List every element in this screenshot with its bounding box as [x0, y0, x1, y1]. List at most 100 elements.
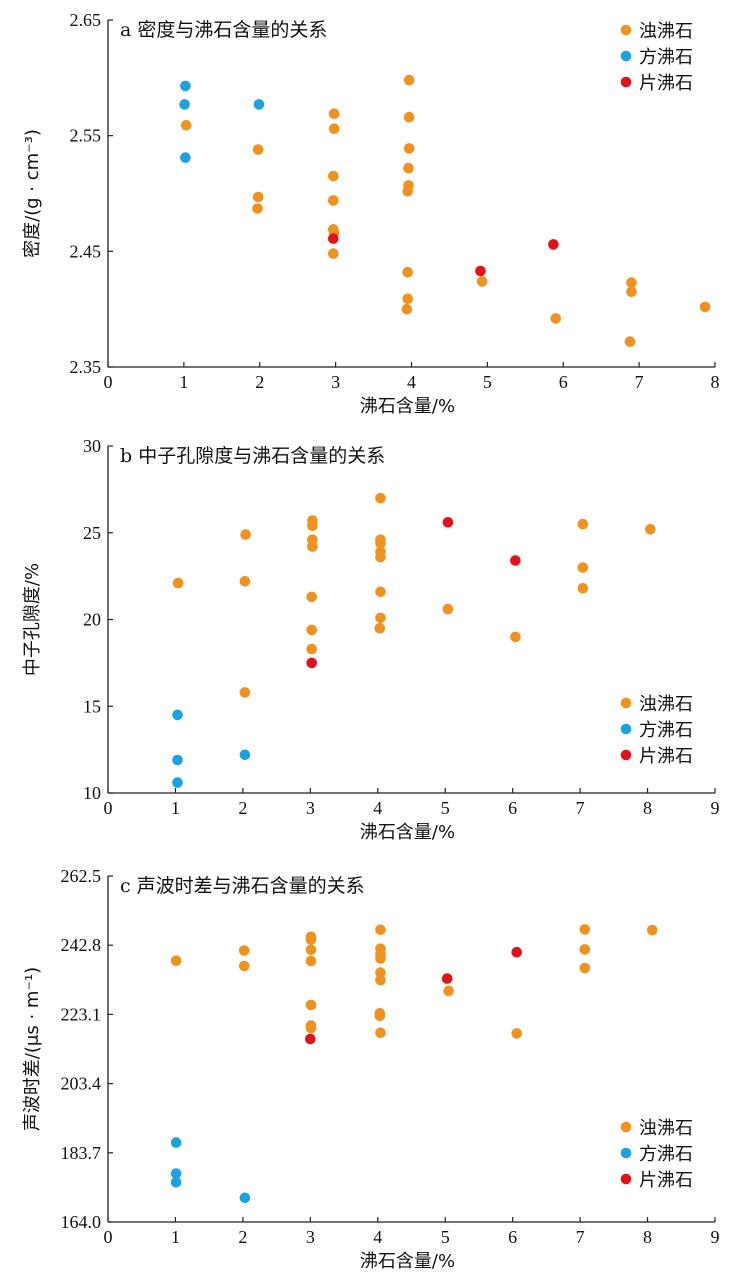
legend-label: 浊沸石	[639, 1118, 693, 1139]
chart-panel-2: 0 1 2 3 4 5 6 7 8 9 164.0 183.7 203.4 223.1 242.8 262.5…	[22, 866, 720, 1272]
data-point	[180, 152, 191, 163]
data-point	[403, 74, 415, 86]
data-point	[328, 123, 340, 134]
x-tick-label: 2	[238, 1227, 247, 1247]
data-point	[180, 80, 191, 92]
data-point	[626, 277, 637, 288]
data-point	[510, 631, 521, 643]
x-tick-label: 7	[635, 372, 644, 392]
x-tick-label: 7	[576, 798, 585, 818]
data-point	[442, 517, 454, 528]
data-point	[252, 144, 264, 155]
x-tick-label: 4	[373, 798, 382, 818]
legend-marker	[620, 749, 632, 761]
data-point	[402, 185, 414, 197]
x-tick-label: 6	[508, 1227, 517, 1247]
x-tick-label: 2	[255, 372, 264, 392]
legend-marker	[620, 1121, 632, 1133]
data-point	[402, 266, 414, 278]
data-point	[306, 643, 318, 655]
data-point	[510, 555, 521, 566]
data-point	[239, 687, 251, 698]
x-tick-label: 2	[238, 798, 247, 818]
legend-marker	[620, 50, 632, 62]
data-point	[252, 203, 263, 214]
data-point	[403, 143, 415, 154]
data-point	[476, 276, 488, 287]
y-tick-label: 30	[83, 436, 101, 456]
data-point	[307, 520, 318, 532]
data-point	[170, 955, 182, 966]
data-point	[626, 286, 637, 298]
x-axis-label: 沸石含量/%	[360, 822, 455, 843]
legend-marker	[620, 76, 632, 88]
chart-panel-0: 0 1 2 3 4 5 6 7 8 2.35 2.45 2.55 2.65 a 密度与沸石含量的关系沸石含…	[22, 10, 720, 417]
x-tick-label: 0	[104, 372, 113, 392]
data-point	[170, 1168, 182, 1179]
data-point	[328, 170, 339, 182]
data-point	[374, 622, 386, 634]
x-tick-label: 5	[441, 798, 450, 818]
data-point	[577, 583, 589, 594]
x-tick-label: 5	[441, 1227, 450, 1247]
data-point	[403, 111, 415, 123]
y-tick-label: 20	[83, 610, 101, 630]
data-point	[579, 924, 591, 935]
data-point	[238, 960, 250, 972]
legend-label: 方沸石	[639, 1144, 693, 1165]
data-point	[647, 924, 658, 936]
data-point	[475, 265, 486, 277]
data-point	[403, 162, 414, 174]
data-point	[375, 967, 386, 978]
data-point	[577, 518, 589, 530]
legend-label: 方沸石	[639, 47, 693, 68]
y-tick-label: 242.8	[61, 935, 102, 955]
data-point	[306, 657, 318, 669]
data-point	[402, 293, 414, 305]
x-tick-label: 1	[171, 798, 180, 818]
legend-label: 片沸石	[639, 746, 693, 767]
data-point	[170, 1177, 182, 1188]
y-tick-label: 2.55	[70, 126, 102, 146]
y-axis-label: 声波时差/(μs · m⁻¹)	[22, 967, 43, 1131]
y-tick-label: 25	[83, 523, 101, 543]
x-axis-label: 沸石含量/%	[360, 396, 455, 417]
data-point	[306, 624, 318, 636]
data-point	[307, 541, 318, 552]
x-tick-label: 4	[373, 1227, 382, 1247]
x-tick-label: 0	[104, 1227, 113, 1247]
y-tick-label: 2.45	[70, 241, 102, 261]
data-point	[579, 944, 591, 955]
x-tick-label: 8	[711, 372, 720, 392]
data-point	[550, 313, 561, 324]
data-point	[441, 973, 453, 984]
x-tick-label: 6	[508, 798, 517, 818]
x-tick-label: 3	[306, 798, 315, 818]
data-point	[306, 591, 318, 603]
data-point	[442, 603, 454, 615]
data-point	[375, 974, 386, 986]
legend-marker	[620, 697, 632, 709]
data-point	[375, 924, 386, 935]
data-point	[328, 108, 340, 119]
data-point	[624, 336, 636, 347]
y-tick-label: 203.4	[61, 1074, 102, 1094]
data-point	[375, 953, 386, 964]
y-tick-label: 2.65	[70, 10, 102, 30]
x-tick-label: 4	[407, 372, 416, 392]
x-tick-label: 1	[171, 1227, 180, 1247]
data-point	[240, 529, 251, 540]
data-point	[305, 1033, 316, 1045]
x-tick-label: 6	[559, 372, 568, 392]
data-point	[238, 945, 250, 956]
y-tick-label: 223.1	[61, 1004, 102, 1024]
data-point	[170, 1137, 182, 1148]
data-point	[375, 612, 386, 624]
x-tick-label: 5	[483, 372, 492, 392]
data-point	[375, 1027, 386, 1038]
y-tick-label: 15	[83, 696, 101, 716]
legend-label: 片沸石	[639, 73, 693, 94]
x-tick-label: 9	[711, 798, 720, 818]
